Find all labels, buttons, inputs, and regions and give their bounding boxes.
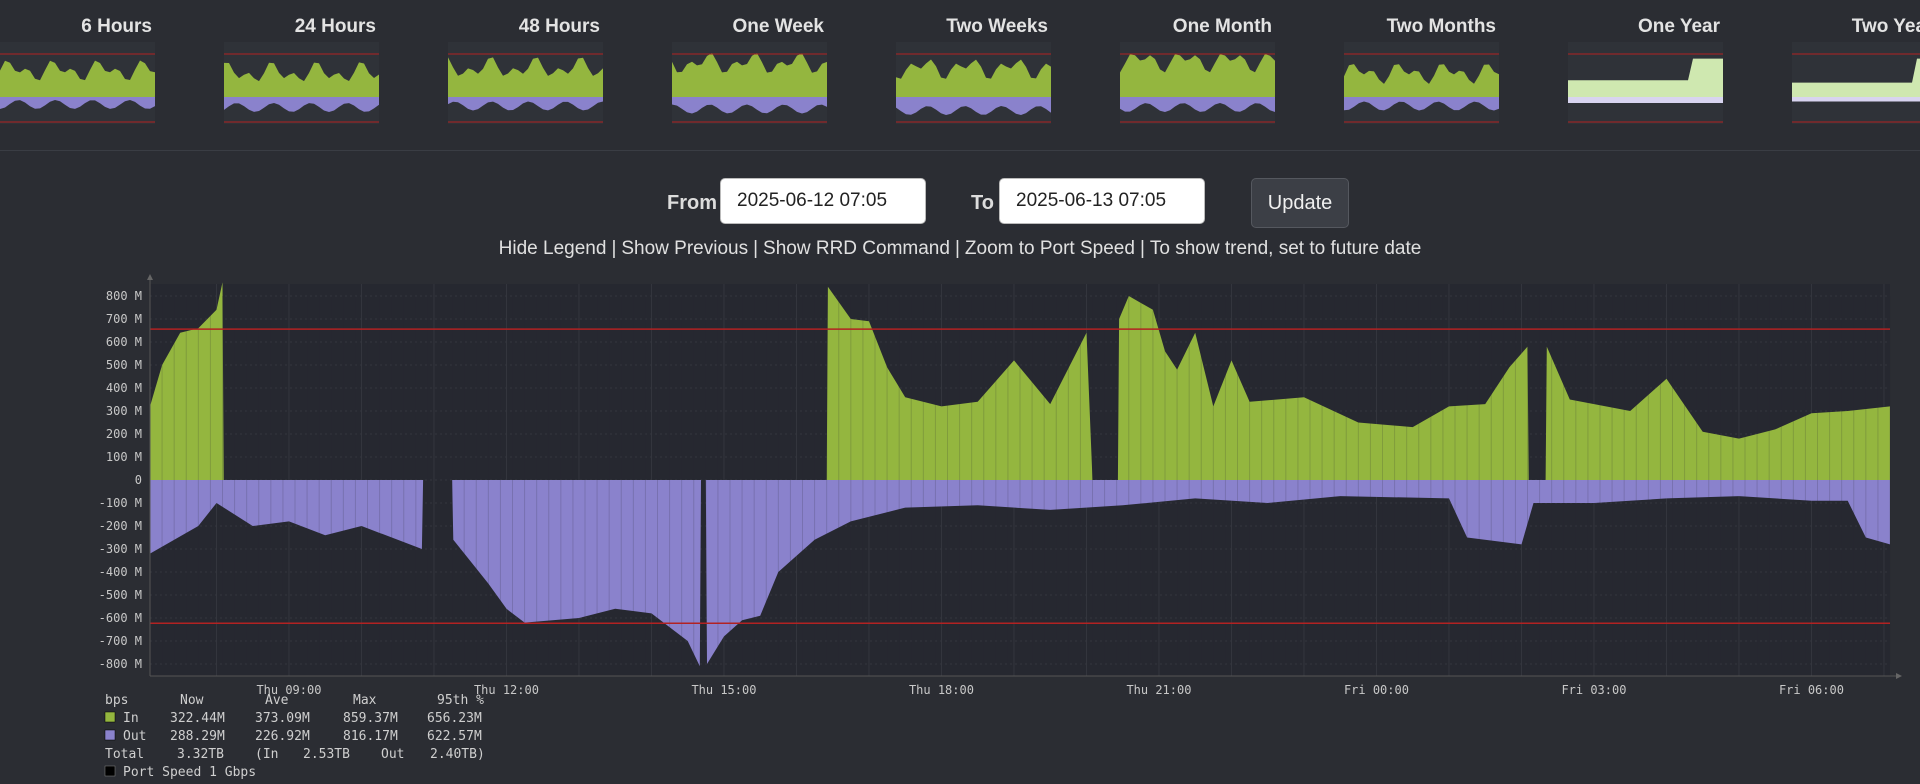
legend-header: Max: [353, 693, 377, 708]
thumbnail-title: 24 Hours: [294, 16, 376, 37]
hide-legend-link[interactable]: Hide Legend: [498, 238, 607, 259]
series-area-out: [150, 480, 1890, 667]
thumbnail-graph: [448, 42, 603, 124]
legend-cell: Out: [123, 729, 146, 744]
thumbnail-graph: [224, 42, 379, 124]
x-tick-label: Thu 09:00: [256, 683, 321, 697]
y-axis-arrow: [147, 274, 153, 280]
y-tick-label: -100 M: [99, 496, 142, 510]
x-tick-label: Fri 03:00: [1561, 683, 1626, 697]
thumbnail-title: Two Weeks: [946, 16, 1048, 37]
thumbnail-graph: [896, 42, 1051, 124]
y-tick-label: 400 M: [106, 381, 142, 395]
to-date-input[interactable]: [999, 178, 1205, 224]
to-label: To: [971, 192, 994, 214]
legend-total: (In: [255, 747, 278, 762]
show-trend-link[interactable]: To show trend, set to future date: [1149, 238, 1422, 259]
update-button[interactable]: Update: [1251, 178, 1349, 228]
legend-total: Out: [381, 747, 404, 762]
show-rrd-command-link[interactable]: Show RRD Command: [763, 238, 950, 259]
thumbnail-graph: [1568, 42, 1723, 124]
legend-cell: 656.23M: [427, 711, 482, 726]
thumbnail-graph: [1120, 42, 1275, 124]
y-tick-label: 0: [135, 473, 142, 487]
y-tick-label: -600 M: [99, 611, 142, 625]
legend-swatch-out: [104, 729, 116, 741]
x-axis-arrow: [1896, 673, 1902, 679]
thumbnail-4[interactable]: Two Weeks: [896, 12, 1056, 127]
thumbnail-title: 48 Hours: [518, 16, 600, 37]
y-tick-label: 100 M: [106, 450, 142, 464]
x-tick-label: Thu 15:00: [691, 683, 756, 697]
thumbnail-7[interactable]: One Year: [1568, 12, 1728, 127]
y-tick-label: -200 M: [99, 519, 142, 533]
legend-header: Ave: [265, 693, 289, 708]
thumbnail-3[interactable]: One Week: [672, 12, 832, 127]
traffic-graph: 800 M 700 M 600 M 500 M 400 M 300 M 200 M 100 M…: [99, 274, 1902, 780]
x-tick-label: Fri 06:00: [1779, 683, 1844, 697]
legend-cell: 288.29M: [170, 729, 225, 744]
thumbnail-graph: [1792, 42, 1920, 124]
thumbnail-2[interactable]: 48 Hours: [448, 12, 608, 127]
thumbnail-title: One Year: [1637, 16, 1720, 37]
thumbnail-8[interactable]: Two Years: [1792, 12, 1920, 127]
legend-total: 3.32TB: [177, 747, 224, 762]
legend-cell: 816.17M: [343, 729, 398, 744]
legend-total: Total: [105, 747, 144, 762]
y-tick-label: 600 M: [106, 335, 142, 349]
thumbnail-1[interactable]: 24 Hours: [224, 12, 384, 127]
legend-total: 2.53TB: [303, 747, 350, 762]
legend-cell: 622.57M: [427, 729, 482, 744]
y-tick-label: 200 M: [106, 427, 142, 441]
y-tick-label: 500 M: [106, 358, 142, 372]
y-tick-label: -400 M: [99, 565, 142, 579]
graph-options-links: Hide Legend | Show Previous | Show RRD Comma…: [498, 238, 1422, 259]
y-tick-label: -300 M: [99, 542, 142, 556]
thumbnail-title: One Week: [732, 16, 824, 37]
legend-cell: In: [123, 711, 139, 726]
legend-total: 2.40TB): [430, 747, 485, 762]
thumbnail-title: Two Years: [1851, 16, 1920, 37]
from-date-input[interactable]: [720, 178, 926, 224]
legend-header: 95th %: [437, 693, 484, 708]
series-area-in: [150, 282, 1890, 480]
y-tick-label: 300 M: [106, 404, 142, 418]
x-tick-label: Thu 12:00: [474, 683, 539, 697]
date-controls: From To Update: [0, 176, 1920, 236]
legend-header: bps: [105, 693, 128, 708]
thumbnail-graph: [672, 42, 827, 124]
legend-port-speed: Port Speed 1 Gbps: [123, 765, 256, 780]
legend-header: Now: [180, 693, 204, 708]
legend-cell: 226.92M: [255, 729, 310, 744]
thumbnail-graph: [1344, 42, 1499, 124]
x-tick-label: Fri 00:00: [1344, 683, 1409, 697]
legend-cell: 322.44M: [170, 711, 225, 726]
thumbnail-title: One Month: [1172, 16, 1272, 37]
thumbnail-title: 6 Hours: [81, 16, 152, 37]
zoom-port-speed-link[interactable]: Zoom to Port Speed: [964, 238, 1135, 259]
legend-cell: 373.09M: [255, 711, 310, 726]
thumbnail-6[interactable]: Two Months: [1344, 12, 1504, 127]
thumbnail-title: Two Months: [1386, 16, 1496, 37]
x-tick-label: Thu 21:00: [1126, 683, 1191, 697]
y-tick-label: 800 M: [106, 289, 142, 303]
y-tick-label: -500 M: [99, 588, 142, 602]
thumbnail-graph: [0, 42, 155, 124]
legend-swatch-port: [104, 765, 116, 777]
from-label: From: [667, 192, 717, 214]
legend-cell: 859.37M: [343, 711, 398, 726]
thumbnail-5[interactable]: One Month: [1120, 12, 1280, 127]
thumbnail-0[interactable]: 6 Hours: [0, 12, 160, 127]
legend-swatch-in: [104, 711, 116, 723]
y-tick-label: -800 M: [99, 657, 142, 671]
show-previous-link[interactable]: Show Previous: [621, 238, 749, 259]
y-tick-label: 700 M: [106, 312, 142, 326]
thumbnail-strip: 6 Hours 24 Hours 48 Hours One Week Two Weeks…: [0, 0, 1920, 151]
y-tick-label: -700 M: [99, 634, 142, 648]
x-tick-label: Thu 18:00: [909, 683, 974, 697]
